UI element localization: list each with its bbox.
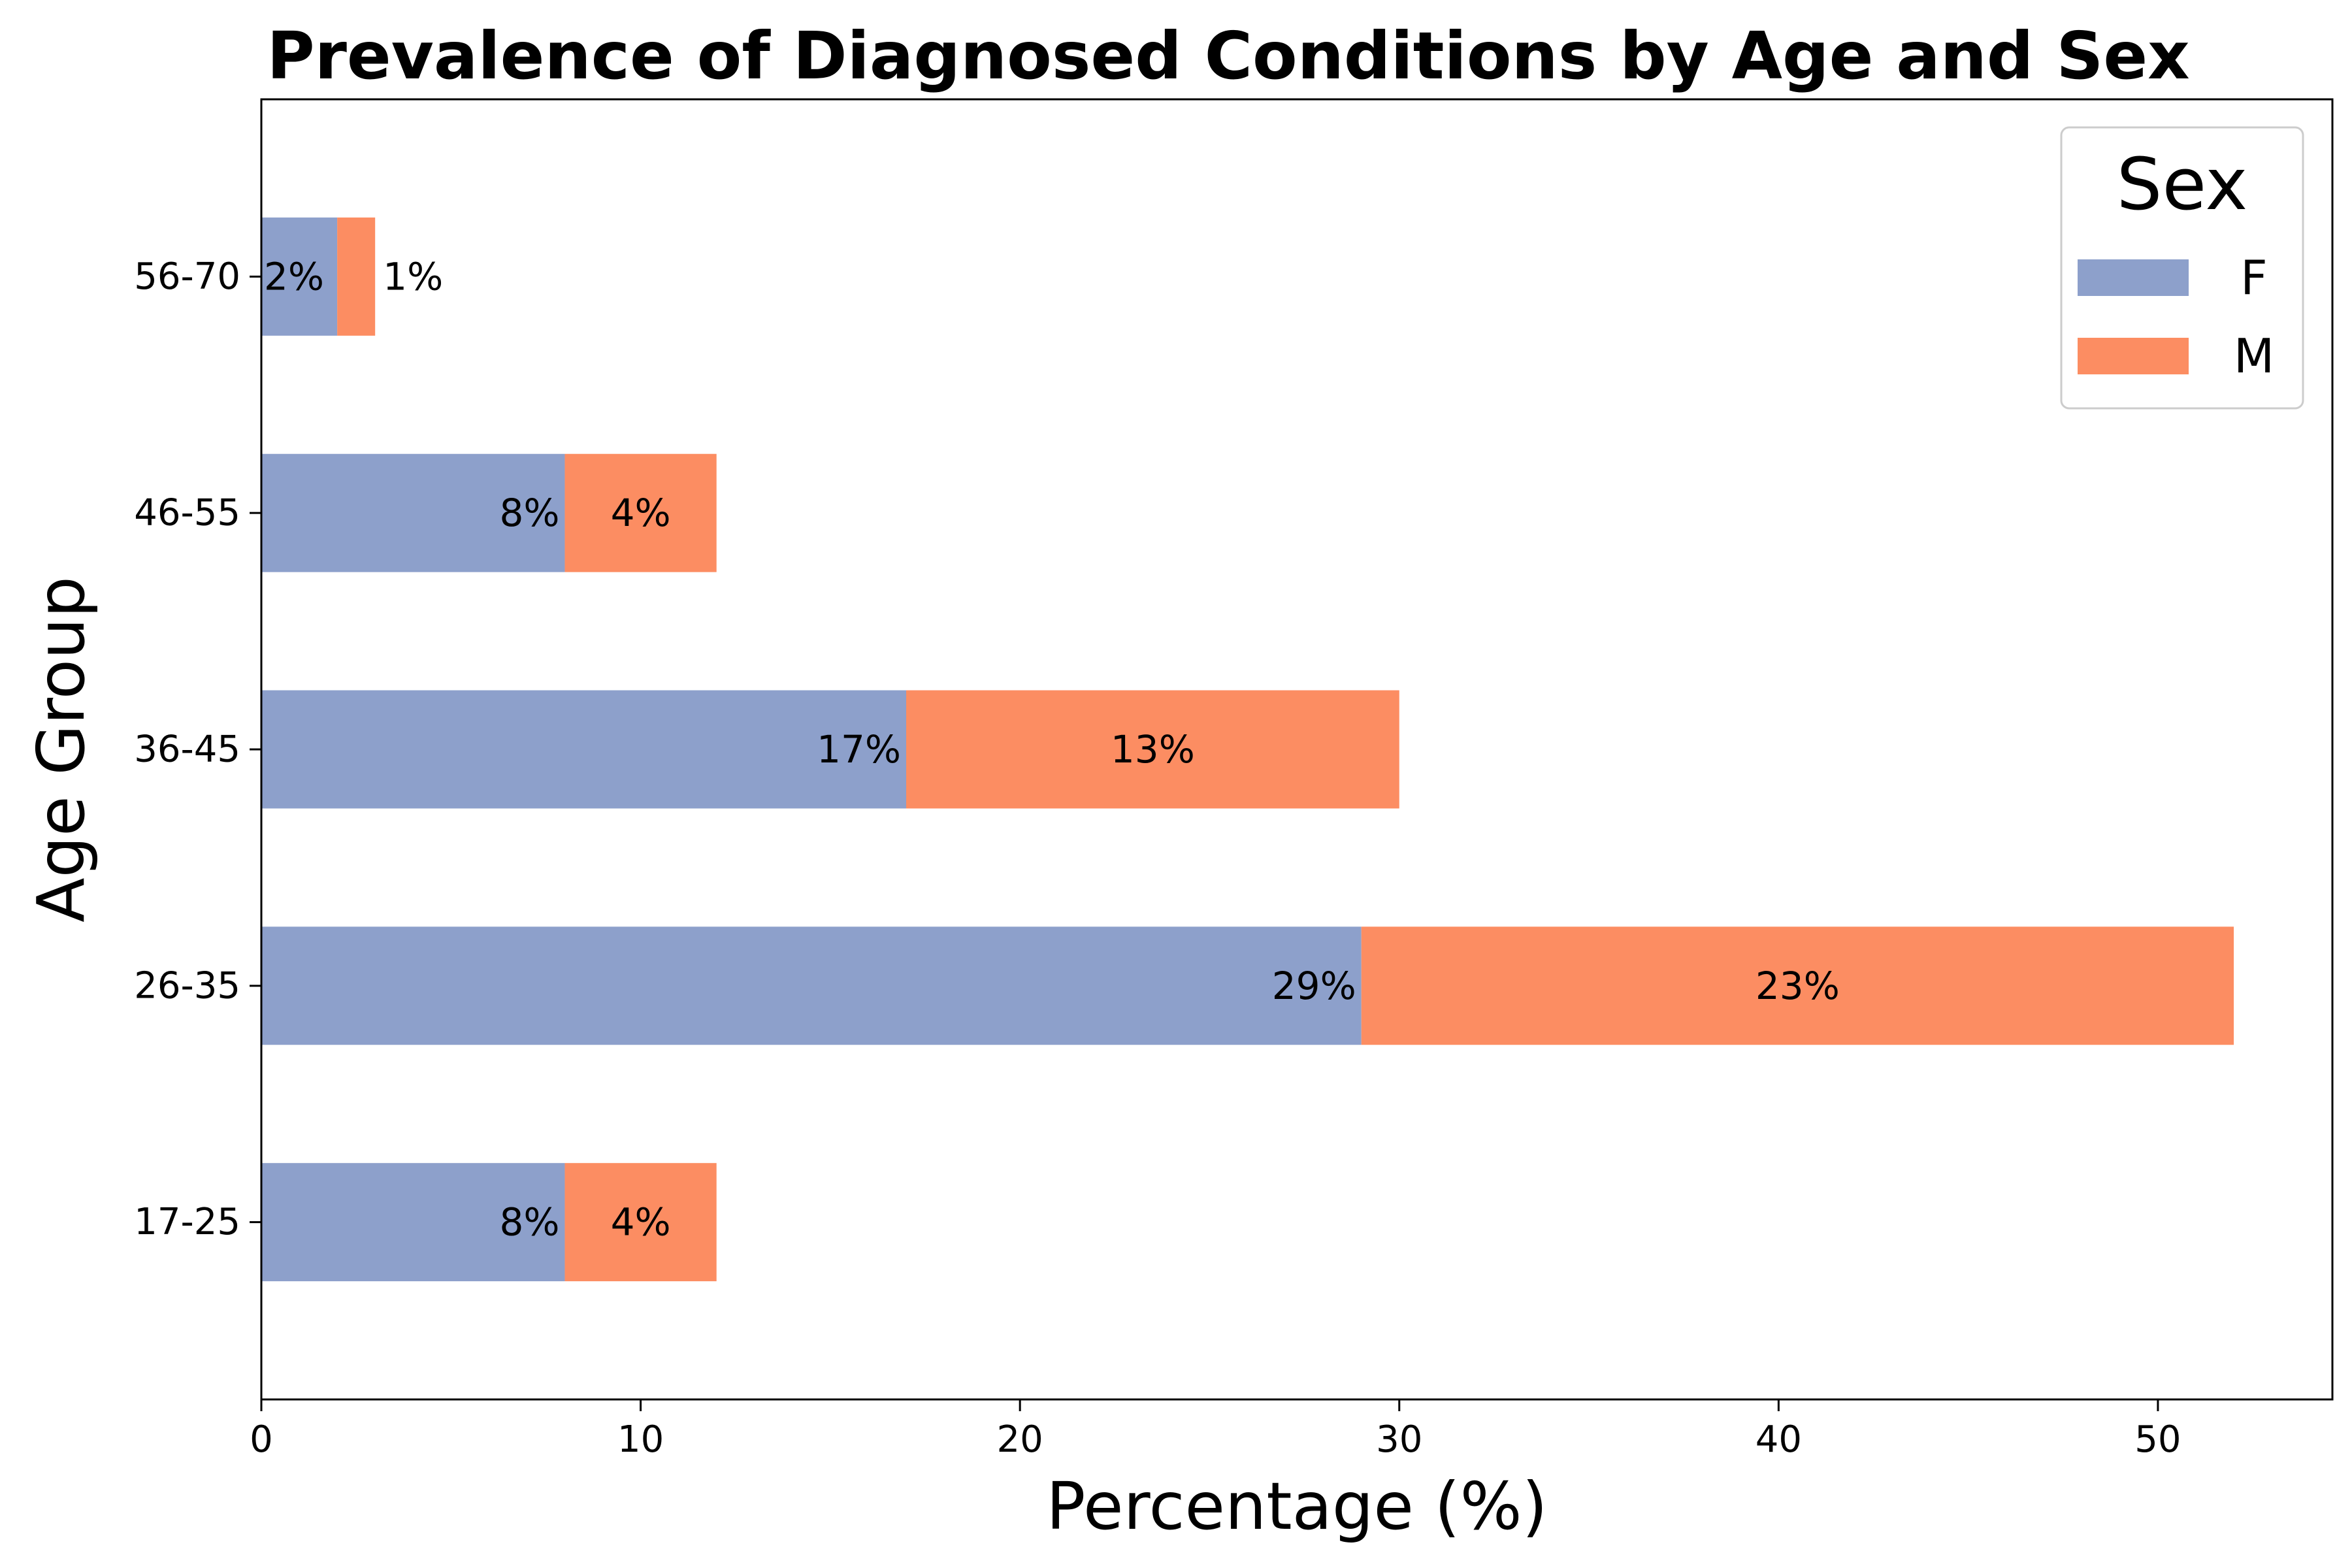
bar-label-m-56-70: 1% — [383, 254, 443, 299]
bar-m-26-35 — [1361, 926, 2234, 1045]
bar-label-m-46-55: 4% — [611, 491, 671, 535]
y-tick-label-36-45: 36-45 — [134, 728, 240, 771]
y-tick-label-56-70: 56-70 — [134, 255, 240, 298]
legend-label-f: F — [2240, 250, 2267, 305]
x-tick-label-0: 0 — [250, 1418, 273, 1461]
bar-labels-group: 8% 29% 17% 8% 2% 4% 23% 13% 4% 1% — [264, 254, 1840, 1244]
bar-label-m-26-35: 23% — [1756, 964, 1840, 1008]
legend-label-m: M — [2234, 329, 2274, 384]
bar-f-17-25 — [261, 1163, 565, 1282]
bar-label-f-46-55: 8% — [499, 491, 559, 535]
x-tick-label-20: 20 — [997, 1418, 1043, 1461]
bar-label-f-26-35: 29% — [1272, 964, 1356, 1008]
x-tick-label-10: 10 — [617, 1418, 664, 1461]
bar-label-m-36-45: 13% — [1111, 727, 1195, 772]
bar-label-f-17-25: 8% — [499, 1200, 559, 1245]
legend-items: FM — [2078, 250, 2274, 384]
y-tick-label-46-55: 46-55 — [134, 492, 240, 534]
bar-f-56-70 — [261, 217, 338, 336]
y-tick-label-17-25: 17-25 — [134, 1201, 240, 1243]
y-tick-label-26-35: 26-35 — [134, 964, 240, 1007]
legend-swatch-f — [2078, 259, 2189, 296]
bar-m-46-55 — [564, 453, 717, 572]
bar-m-36-45 — [906, 690, 1399, 809]
y-axis-label: Age Group — [23, 576, 99, 923]
legend-title: Sex — [2117, 142, 2248, 226]
y-axis-ticks: 17-25 26-35 36-45 46-55 56-70 — [134, 255, 261, 1243]
legend-swatch-m — [2078, 338, 2189, 374]
x-tick-label-40: 40 — [1756, 1418, 1802, 1461]
bar-label-f-36-45: 17% — [817, 727, 901, 772]
x-tick-label-50: 50 — [2134, 1418, 2181, 1461]
bar-f-36-45 — [261, 690, 906, 809]
chart-title: Prevalence of Diagnosed Conditions by Ag… — [267, 18, 2189, 94]
bar-f-46-55 — [261, 453, 565, 572]
bars-group — [261, 217, 2234, 1282]
bar-f-26-35 — [261, 926, 1362, 1045]
bar-label-f-56-70: 2% — [264, 254, 324, 299]
bar-m-17-25 — [564, 1163, 717, 1282]
legend: Sex FM — [2060, 126, 2304, 410]
bar-label-m-17-25: 4% — [611, 1200, 671, 1245]
x-tick-label-30: 30 — [1376, 1418, 1422, 1461]
bar-m-56-70 — [337, 217, 376, 336]
x-axis-label: Percentage (%) — [1046, 1468, 1547, 1544]
x-axis-ticks: 0 10 20 30 40 50 — [250, 1399, 2181, 1461]
